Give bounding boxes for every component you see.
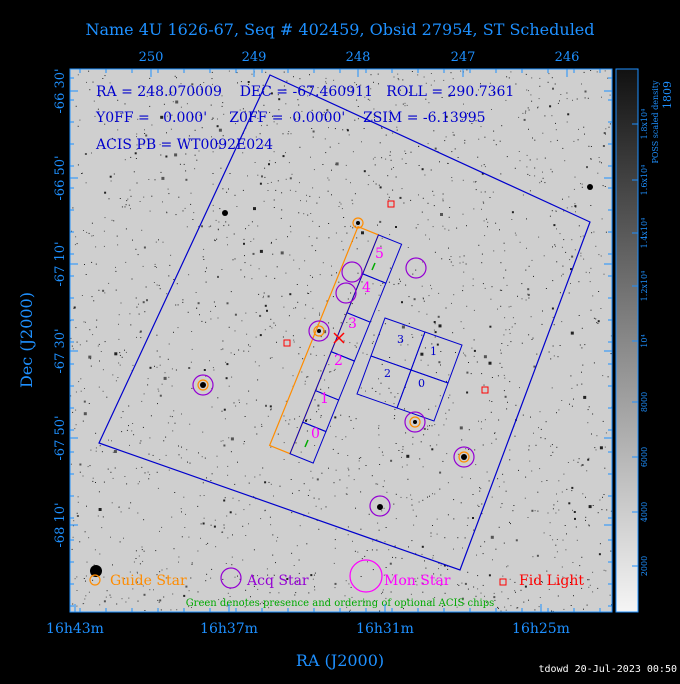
colorbar-partial-label: 1809 xyxy=(661,81,674,109)
ra-top-tick-label: 248 xyxy=(346,50,371,65)
legend: Guide Star Acq Star Mon Star Fid Light G… xyxy=(89,559,584,609)
acis-s-label-3: 3 xyxy=(348,316,357,332)
acq-star xyxy=(192,374,214,396)
fid-light xyxy=(481,386,489,394)
acq-star xyxy=(369,495,391,517)
acis-s-chip-0 xyxy=(289,421,327,464)
legend-guide-label: Guide Star xyxy=(110,573,187,589)
dec-tick-label: -66 50' xyxy=(53,155,68,200)
ra-bottom-tick-label: 16h37m xyxy=(200,621,258,637)
colorbar-tick-label: 4000 xyxy=(640,502,649,522)
colorbar-tick-label: 1.2x10⁴ xyxy=(640,271,649,302)
fid-light xyxy=(387,200,395,208)
info-line-1: RA = 248.070009 DEC = -67.460911 ROLL = … xyxy=(96,84,514,100)
colorbar-tick-label: 2000 xyxy=(640,556,649,576)
legend-acq-label: Acq Star xyxy=(246,573,309,589)
guide-star xyxy=(409,416,421,428)
acis-i-array xyxy=(356,317,463,422)
guide-star xyxy=(197,379,209,391)
colorbar-tick-label: 6000 xyxy=(640,447,649,467)
legend-mon-label: Mon Star xyxy=(384,573,451,589)
dec-tick-label: -67 30' xyxy=(53,328,68,373)
dec-tick-label: -67 50' xyxy=(53,415,68,460)
guide-star xyxy=(313,325,325,337)
acis-i-chip-0 xyxy=(396,369,449,422)
axis-ticks xyxy=(70,69,612,612)
colorbar-tick-label: 1.8x10⁴ xyxy=(640,109,649,140)
info-line-3: ACIS PB = WT0092E024 xyxy=(95,137,273,153)
acq-star xyxy=(453,446,475,468)
colorbar-tick-label: 10⁴ xyxy=(640,334,649,347)
dec-tick-label: -67 10' xyxy=(53,241,68,286)
legend-mon-icon xyxy=(349,559,383,593)
field-of-view-box xyxy=(98,74,591,571)
colorbar-tick-label: 8000 xyxy=(640,392,649,412)
chart-title: Name 4U 1626-67, Seq # 402459, Obsid 279… xyxy=(85,20,594,39)
acis-s-label-4: 4 xyxy=(362,280,371,296)
legend-guide-icon xyxy=(89,574,101,586)
ra-bottom-tick-label: 16h31m xyxy=(356,621,414,637)
legend-fid-label: Fid Light xyxy=(519,573,584,589)
acis-s-label-2: 2 xyxy=(334,353,343,369)
ra-top-tick-label: 249 xyxy=(242,50,267,65)
acis-i-label-0: 0 xyxy=(418,377,425,390)
colorbar-tick-label: 1.4x10⁴ xyxy=(640,218,649,249)
legend-acq-icon xyxy=(220,567,242,589)
optional-chip-mark-0 xyxy=(304,439,309,448)
optional-chip-mark-5 xyxy=(371,262,376,271)
dec-tick-label: -66 30' xyxy=(53,68,68,113)
info-line-2: Y0FF = 0.000' Z0FF = 0.0000' ZSIM = -6.1… xyxy=(95,110,486,126)
ra-top-tick-label: 247 xyxy=(451,50,476,65)
x-axis-title: RA (J2000) xyxy=(296,651,384,670)
acis-s-label-1: 1 xyxy=(320,391,329,407)
acq-star xyxy=(404,411,426,433)
colorbar-ticks xyxy=(632,123,638,567)
footer-stamp: tdowd 20-Jul-2023 00:50 xyxy=(539,664,677,675)
colorbar-tick-label: 1.6x10⁴ xyxy=(640,165,649,196)
acis-i-label-3: 3 xyxy=(397,333,404,346)
y-axis-title: Dec (J2000) xyxy=(17,292,36,388)
ra-bottom-tick-label: 16h43m xyxy=(46,621,104,637)
star-field xyxy=(70,69,612,612)
target-marker xyxy=(333,332,345,344)
colorbar-title: POSS scaled density xyxy=(651,80,660,164)
acq-star xyxy=(405,257,427,279)
acq-star xyxy=(308,320,330,342)
acis-i-label-1: 1 xyxy=(430,345,437,358)
acis-s-label-5: 5 xyxy=(375,246,384,262)
guide-star xyxy=(352,217,364,229)
ra-bottom-tick-label: 16h25m xyxy=(512,621,570,637)
acq-star xyxy=(341,261,363,283)
ra-top-tick-label: 250 xyxy=(139,50,164,65)
guide-star xyxy=(458,451,470,463)
acis-s-array xyxy=(268,225,403,464)
dec-tick-label: -68 10' xyxy=(53,502,68,547)
acq-star xyxy=(335,282,357,304)
acis-i-label-2: 2 xyxy=(384,367,391,380)
fid-light xyxy=(283,339,291,347)
ra-top-tick-label: 246 xyxy=(555,50,580,65)
plot-frame xyxy=(69,68,613,613)
legend-fid-icon xyxy=(499,578,507,586)
acis-s-label-0: 0 xyxy=(311,426,320,442)
legend-optional-note: Green denotes presence and ordering of o… xyxy=(186,598,495,609)
